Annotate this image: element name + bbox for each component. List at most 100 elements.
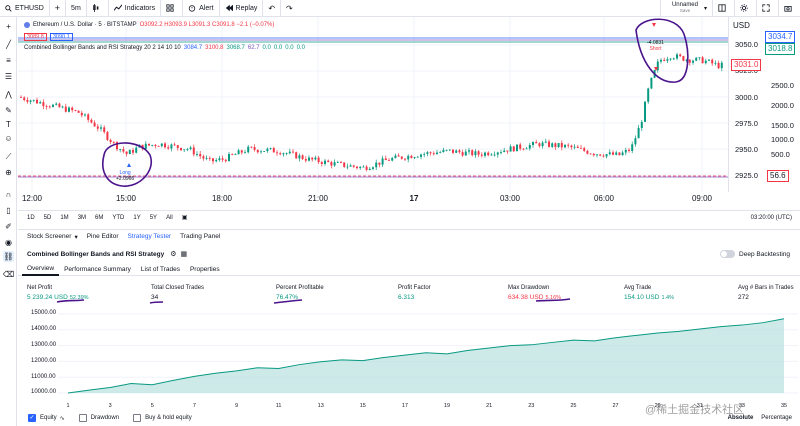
trend-line-icon[interactable]: ╱ bbox=[6, 40, 11, 49]
tab-overview[interactable]: Overview bbox=[22, 263, 60, 276]
range-1m[interactable]: 1M bbox=[60, 214, 69, 221]
deep-backtesting-toggle[interactable]: Deep Backtesting bbox=[720, 250, 790, 258]
candle-body bbox=[669, 58, 672, 60]
price-axis[interactable]: USD 3050.0 3025.0 3000.0 2975.0 2950.0 2… bbox=[728, 17, 800, 192]
ruler-icon[interactable]: ⟋ bbox=[5, 151, 12, 161]
zoom-in-icon[interactable]: ⊕ bbox=[5, 168, 12, 177]
chart-type-button[interactable] bbox=[87, 0, 109, 17]
symbol-search[interactable]: ETHUSD bbox=[0, 0, 50, 17]
emoji-icon[interactable]: ☺ bbox=[4, 134, 13, 143]
equity-checkbox[interactable]: ✓ Equity ∿ bbox=[28, 414, 65, 422]
sell-price-button[interactable]: 3089.8 bbox=[24, 33, 47, 41]
candle-body bbox=[676, 54, 678, 59]
tab-properties[interactable]: Properties bbox=[189, 265, 220, 273]
gear-icon[interactable]: ⚙ bbox=[170, 251, 177, 258]
trash-icon[interactable]: ⌫ bbox=[2, 270, 15, 279]
camera-icon bbox=[784, 6, 792, 12]
link-icon[interactable]: ⛓ bbox=[3, 251, 14, 262]
tab-performance-summary[interactable]: Performance Summary bbox=[64, 265, 131, 273]
candle-body bbox=[164, 143, 166, 148]
candle-body bbox=[266, 148, 269, 152]
range-3m[interactable]: 3M bbox=[77, 214, 87, 221]
range-5d[interactable]: 5D bbox=[43, 214, 52, 221]
drawdown-checkbox[interactable]: Drawdown bbox=[78, 414, 120, 422]
range-1d[interactable]: 1D bbox=[27, 214, 35, 221]
time-axis[interactable]: 12:00 15:00 18:00 21:00 17 03:00 06:00 0… bbox=[18, 192, 728, 206]
tab-list-of-trades[interactable]: List of Trades bbox=[140, 265, 180, 273]
tab-trading-panel[interactable]: Trading Panel bbox=[180, 233, 221, 240]
screenshot-button[interactable] bbox=[779, 0, 800, 17]
pattern-icon[interactable]: ⋀ bbox=[5, 90, 12, 99]
layout-menu-button[interactable]: Unnamed Save ▾ bbox=[659, 0, 713, 17]
toggle-switch[interactable] bbox=[720, 250, 736, 258]
indicators-button[interactable]: Indicators bbox=[109, 0, 162, 17]
tab-pine-editor[interactable]: Pine Editor bbox=[86, 233, 119, 240]
range-all[interactable]: All bbox=[166, 214, 173, 221]
equity-label: Equity bbox=[40, 415, 57, 421]
utc-clock[interactable]: 03:20:00 (UTC) bbox=[750, 214, 792, 221]
candle-body bbox=[122, 149, 125, 152]
undo-button[interactable]: ↶ bbox=[263, 0, 282, 17]
indicator-val-4: 0.0 bbox=[262, 45, 271, 51]
metric-label: Max Drawdown bbox=[508, 285, 550, 291]
candle-body bbox=[493, 154, 496, 156]
candle-body bbox=[55, 103, 58, 105]
lock-icon[interactable]: ▯ bbox=[6, 206, 11, 215]
equity-chart[interactable]: 15000.00 14000.00 13000.00 12000.00 1100… bbox=[18, 305, 800, 409]
crosshair-icon[interactable]: + bbox=[6, 22, 11, 31]
buy-hold-checkbox[interactable]: Buy & hold equity bbox=[133, 414, 192, 422]
indicator-legend-row[interactable]: Combined Bollinger Bands and RSI Strateg… bbox=[24, 45, 308, 51]
redo-button[interactable]: ↷ bbox=[281, 0, 298, 17]
candle-body bbox=[279, 153, 282, 155]
candle-body bbox=[80, 112, 83, 116]
interval-button[interactable]: 5m bbox=[66, 0, 87, 17]
percentage-button[interactable]: Percentage bbox=[761, 415, 792, 421]
pencil-lock-icon[interactable]: ✐ bbox=[5, 222, 12, 231]
calendar-icon[interactable]: ▦ bbox=[180, 251, 188, 258]
candle-body bbox=[48, 106, 51, 108]
ethereum-icon bbox=[24, 22, 30, 28]
equity-x-tick: 21 bbox=[486, 403, 493, 409]
candle-body bbox=[522, 148, 525, 150]
tab-stock-screener[interactable]: Stock Screener bbox=[27, 233, 72, 240]
chevron-down-icon[interactable]: ▾ bbox=[74, 233, 78, 241]
tab-strategy-tester[interactable]: Strategy Tester bbox=[127, 233, 172, 240]
date-range-icon[interactable]: ▣ bbox=[181, 215, 188, 221]
candle-body bbox=[90, 119, 93, 123]
drawdown-label: Drawdown bbox=[90, 415, 120, 421]
compare-button[interactable]: + bbox=[50, 0, 67, 17]
range-6m[interactable]: 6M bbox=[95, 214, 104, 221]
grid-layout-button[interactable] bbox=[713, 0, 735, 17]
candle-body bbox=[208, 158, 211, 159]
buy-price-button[interactable]: 3090.1 bbox=[49, 33, 73, 41]
equity-tick-3: 1500.0 bbox=[771, 121, 794, 130]
magnet-icon[interactable]: ∩ bbox=[5, 190, 12, 199]
text-icon[interactable]: T bbox=[6, 120, 11, 129]
candle-body bbox=[336, 162, 339, 163]
candle-body bbox=[375, 162, 378, 168]
candle-body bbox=[324, 160, 326, 164]
range-1y[interactable]: 1Y bbox=[133, 214, 141, 221]
alert-button[interactable]: Alert bbox=[183, 0, 220, 17]
price-chart[interactable] bbox=[18, 17, 728, 192]
metric-label: Avg # Bars in Trades bbox=[738, 285, 794, 291]
absolute-button[interactable]: Absolute bbox=[727, 415, 754, 421]
candle-body bbox=[685, 59, 688, 61]
legend-title: Ethereum / U.S. Dollar · 5 · BITSTAMP bbox=[33, 22, 137, 28]
range-5y[interactable]: 5Y bbox=[149, 214, 158, 221]
eye-icon[interactable]: ◉ bbox=[5, 238, 12, 247]
templates-button[interactable] bbox=[161, 0, 184, 17]
horizontal-lines-icon[interactable]: ≡ bbox=[6, 56, 11, 65]
time-tick-7: 06:00 bbox=[593, 194, 615, 203]
settings-button[interactable] bbox=[735, 0, 757, 17]
brush-icon[interactable]: ✎ bbox=[5, 106, 12, 115]
fib-icon[interactable]: ☰ bbox=[4, 72, 13, 81]
replay-button[interactable]: Replay bbox=[220, 0, 264, 17]
candle-body bbox=[308, 157, 310, 161]
range-ytd[interactable]: YTD bbox=[112, 214, 125, 221]
candle-body bbox=[692, 60, 694, 63]
candle-body bbox=[221, 158, 224, 160]
candle-body bbox=[672, 58, 675, 60]
fullscreen-button[interactable] bbox=[757, 0, 779, 17]
